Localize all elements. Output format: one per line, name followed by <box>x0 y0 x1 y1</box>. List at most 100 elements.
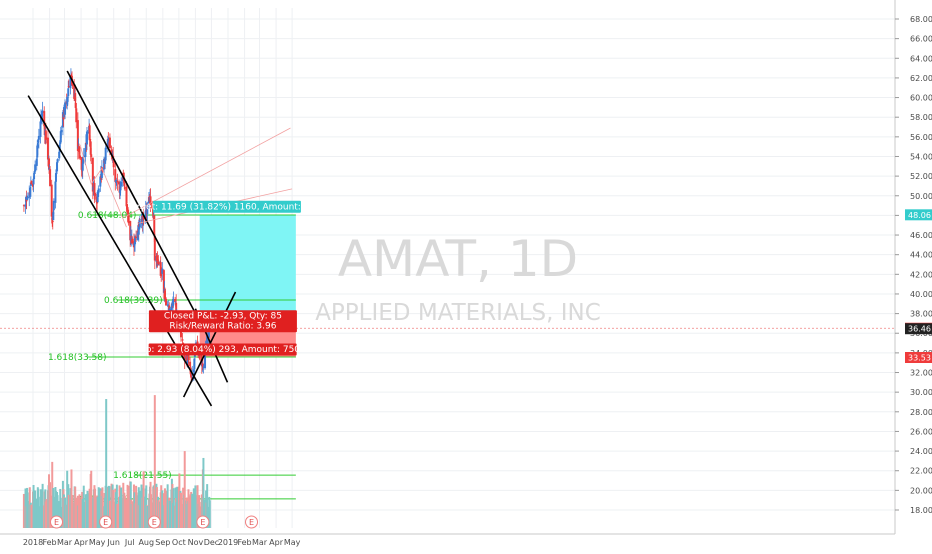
volume-bar <box>49 482 52 528</box>
svg-text:48.06: 48.06 <box>908 211 931 220</box>
x-tick: Apr <box>74 538 89 547</box>
volume-bar <box>208 500 211 528</box>
volume-bar <box>71 495 74 528</box>
candle <box>135 230 138 242</box>
volume-bar <box>138 490 141 528</box>
candle <box>106 135 109 153</box>
candle <box>56 158 59 165</box>
candle <box>26 192 29 201</box>
candle <box>130 235 133 244</box>
volume-bar <box>93 488 96 528</box>
y-tick: 50.00 <box>910 192 932 201</box>
volume-bar <box>157 500 160 528</box>
y-tick: 40.00 <box>910 290 932 299</box>
y-tick: 42.00 <box>910 270 932 279</box>
volume-bar <box>183 451 186 528</box>
earnings-marker[interactable]: E <box>196 515 210 529</box>
volume-bar <box>97 487 100 528</box>
candle <box>45 131 48 144</box>
y-tick: 38.00 <box>910 310 932 319</box>
candle <box>89 139 92 162</box>
volume-bar <box>146 505 149 528</box>
earnings-marker[interactable]: E <box>245 515 259 529</box>
candle <box>41 101 44 121</box>
candle <box>105 147 108 150</box>
earnings-marker[interactable]: E <box>50 515 64 529</box>
candle <box>22 204 25 212</box>
earnings-marker[interactable]: E <box>99 515 113 529</box>
volume-bar <box>187 489 190 528</box>
candle <box>88 123 91 147</box>
y-tick: 24.00 <box>910 447 932 456</box>
price-tag-stop: 33.53 <box>905 351 932 363</box>
candle <box>84 134 87 157</box>
volume-bar <box>172 488 175 528</box>
y-tick: 18.00 <box>910 506 932 515</box>
candle <box>91 157 94 200</box>
grid <box>0 8 895 528</box>
watermark-symbol: AMAT, 1D <box>338 230 578 288</box>
watermark-company: APPLIED MATERIALS, INC <box>315 300 601 326</box>
y-tick: 60.00 <box>910 94 932 103</box>
volume-bar <box>127 485 130 528</box>
candle <box>51 211 54 227</box>
y-tick: 62.00 <box>910 74 932 83</box>
earnings-marker[interactable]: E <box>147 515 161 529</box>
candle <box>162 269 165 299</box>
candle <box>30 180 33 185</box>
volume-bar <box>120 487 123 528</box>
volume-bar <box>116 503 119 528</box>
candle <box>161 262 164 281</box>
y-tick: 52.00 <box>910 172 932 181</box>
fib-label: 1.618(33.58) <box>48 353 107 363</box>
candle <box>103 156 106 175</box>
svg-text:Target: 11.69 (31.82%) 1160, A: Target: 11.69 (31.82%) 1160, Amount: 198… <box>126 202 327 212</box>
candle <box>34 160 37 174</box>
candle <box>202 364 205 374</box>
candle <box>52 198 55 215</box>
x-tick: Nov <box>188 538 204 547</box>
volume-bar <box>30 504 33 528</box>
volume-bar <box>176 486 179 528</box>
volume-bar <box>64 497 67 528</box>
fib-label: 0.618(48.04) <box>78 211 137 221</box>
candle <box>149 188 152 212</box>
candle <box>67 79 70 89</box>
candle <box>130 229 133 247</box>
candle <box>36 142 39 155</box>
candle <box>28 185 31 207</box>
candle <box>60 125 63 139</box>
candle <box>163 287 166 303</box>
x-axis: 2018 Feb Mar Apr May Jun Jul Aug Sep Oct Nov Dec201… <box>0 533 932 550</box>
trendline-channel-upper <box>66 70 205 329</box>
volume-bar <box>26 500 29 528</box>
volume-bar <box>67 494 70 528</box>
volume-bar <box>34 490 37 528</box>
volume-bar <box>161 490 164 528</box>
candle <box>66 94 69 107</box>
candle <box>59 141 62 149</box>
candle <box>78 146 81 156</box>
candle <box>86 130 89 140</box>
svg-text:E: E <box>54 518 59 527</box>
candle <box>29 186 32 199</box>
volume-bar <box>179 492 182 528</box>
candle <box>50 179 53 224</box>
candle <box>75 102 78 129</box>
candle <box>170 301 173 310</box>
candle <box>153 233 156 270</box>
x-axis-bg <box>0 534 932 550</box>
x-tick: May <box>284 538 301 547</box>
volume-bar <box>206 484 209 528</box>
volume-bar <box>52 496 55 528</box>
volume-bar <box>56 495 59 528</box>
target-zone <box>199 214 296 329</box>
candle <box>171 296 174 312</box>
x-tick: May <box>89 538 106 547</box>
volume-bar <box>168 500 171 528</box>
candle <box>136 225 139 241</box>
